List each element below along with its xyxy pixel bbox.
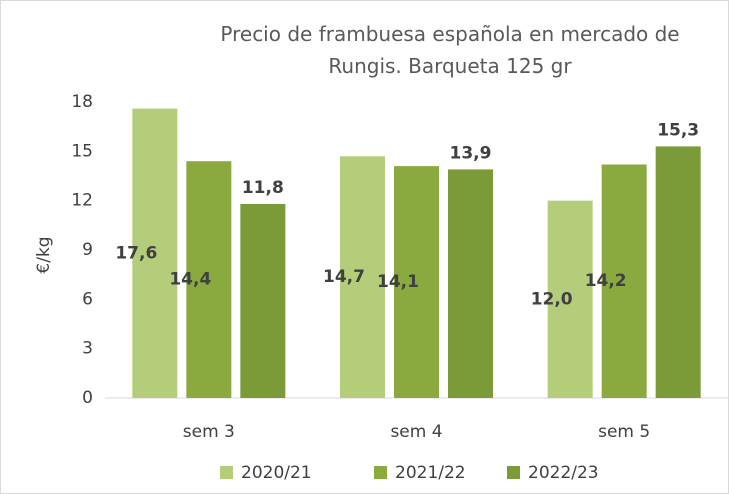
x-tick-label: sem 3 — [183, 422, 235, 442]
legend-label: 2021/22 — [395, 463, 466, 483]
y-tick-label: 3 — [82, 339, 93, 359]
bar — [547, 200, 593, 398]
y-tick-label: 6 — [82, 289, 93, 309]
value-label: 14,1 — [377, 272, 419, 292]
y-tick-label: 0 — [82, 388, 93, 408]
value-label: 14,2 — [585, 271, 627, 291]
chart-title: Precio de frambuesa española en mercado … — [220, 22, 680, 78]
value-label: 15,3 — [657, 120, 699, 140]
bar — [448, 169, 493, 398]
x-tick-label: sem 5 — [598, 422, 650, 442]
legend-label: 2022/23 — [528, 463, 599, 483]
legend-swatch — [220, 466, 233, 479]
value-label: 17,6 — [115, 243, 157, 263]
legend-swatch — [507, 466, 520, 479]
bar — [394, 166, 439, 398]
value-label: 14,4 — [169, 270, 211, 290]
bar — [240, 203, 286, 398]
y-axis-label: €/kg — [34, 236, 54, 273]
bar — [132, 108, 178, 399]
bar — [601, 164, 647, 398]
legend-swatch — [374, 466, 387, 479]
legend-label: 2020/21 — [241, 463, 312, 483]
bar — [186, 161, 232, 398]
x-tick-label: sem 4 — [390, 422, 442, 442]
bar — [655, 146, 701, 398]
bar — [340, 156, 385, 398]
value-label: 14,7 — [323, 267, 365, 287]
y-tick-label: 12 — [71, 191, 93, 211]
y-tick-label: 15 — [71, 141, 93, 161]
y-tick-label: 18 — [71, 92, 93, 112]
value-label: 13,9 — [450, 143, 492, 163]
value-label: 12,0 — [531, 289, 573, 309]
value-label: 11,8 — [242, 178, 284, 198]
y-tick-label: 9 — [82, 240, 93, 260]
